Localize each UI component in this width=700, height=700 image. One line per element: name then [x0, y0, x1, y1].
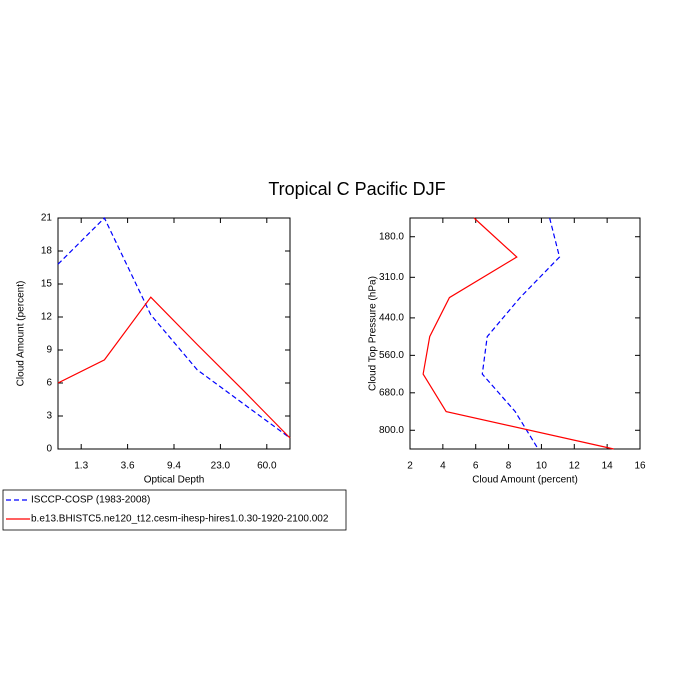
- plot-frame: [57, 217, 291, 450]
- y-tick-label: 800.0: [379, 425, 404, 436]
- x-tick-label: 9.4: [167, 461, 181, 472]
- x-tick-label: 3.6: [121, 461, 135, 472]
- y-tick-label: 310.0: [379, 272, 404, 283]
- data-line: [422, 217, 614, 450]
- y-tick-label: 21: [41, 213, 53, 224]
- y-tick-label: 440.0: [379, 313, 404, 324]
- x-tick-label: 23.0: [211, 461, 231, 472]
- data-line: [57, 296, 291, 439]
- x-axis-label: Cloud Amount (percent): [472, 475, 578, 486]
- x-tick-label: 1.3: [74, 461, 88, 472]
- y-axis-label: Cloud Amount (percent): [16, 281, 27, 387]
- plot-frame: [409, 217, 641, 450]
- legend-label: b.e13.BHISTC5.ne120_t12.cesm-ihesp-hires…: [31, 514, 329, 525]
- y-tick-label: 6: [46, 378, 52, 389]
- y-tick-label: 180.0: [379, 231, 404, 242]
- y-tick-label: 3: [46, 411, 52, 422]
- y-tick-label: 680.0: [379, 387, 404, 398]
- data-line: [481, 217, 561, 450]
- y-tick-label: 15: [41, 279, 53, 290]
- y-tick-label: 560.0: [379, 350, 404, 361]
- x-tick-label: 16: [634, 461, 646, 472]
- figure-title: Tropical C Pacific DJF: [268, 179, 445, 199]
- x-axis-label: Optical Depth: [144, 475, 205, 486]
- x-tick-label: 14: [602, 461, 614, 472]
- x-tick-label: 10: [536, 461, 548, 472]
- legend-box: [2, 489, 347, 531]
- x-tick-label: 4: [440, 461, 446, 472]
- y-tick-label: 12: [41, 312, 53, 323]
- y-tick-label: 0: [46, 444, 52, 455]
- x-tick-label: 60.0: [257, 461, 277, 472]
- x-tick-label: 12: [569, 461, 581, 472]
- x-tick-label: 6: [473, 461, 479, 472]
- y-tick-label: 18: [41, 246, 53, 257]
- y-axis-label: Cloud Top Pressure (hPa): [368, 276, 379, 391]
- data-line: [57, 216, 291, 439]
- legend-label: ISCCP-COSP (1983-2008): [31, 495, 150, 506]
- y-tick-label: 9: [46, 345, 52, 356]
- x-tick-label: 8: [506, 461, 512, 472]
- x-tick-label: 2: [407, 461, 413, 472]
